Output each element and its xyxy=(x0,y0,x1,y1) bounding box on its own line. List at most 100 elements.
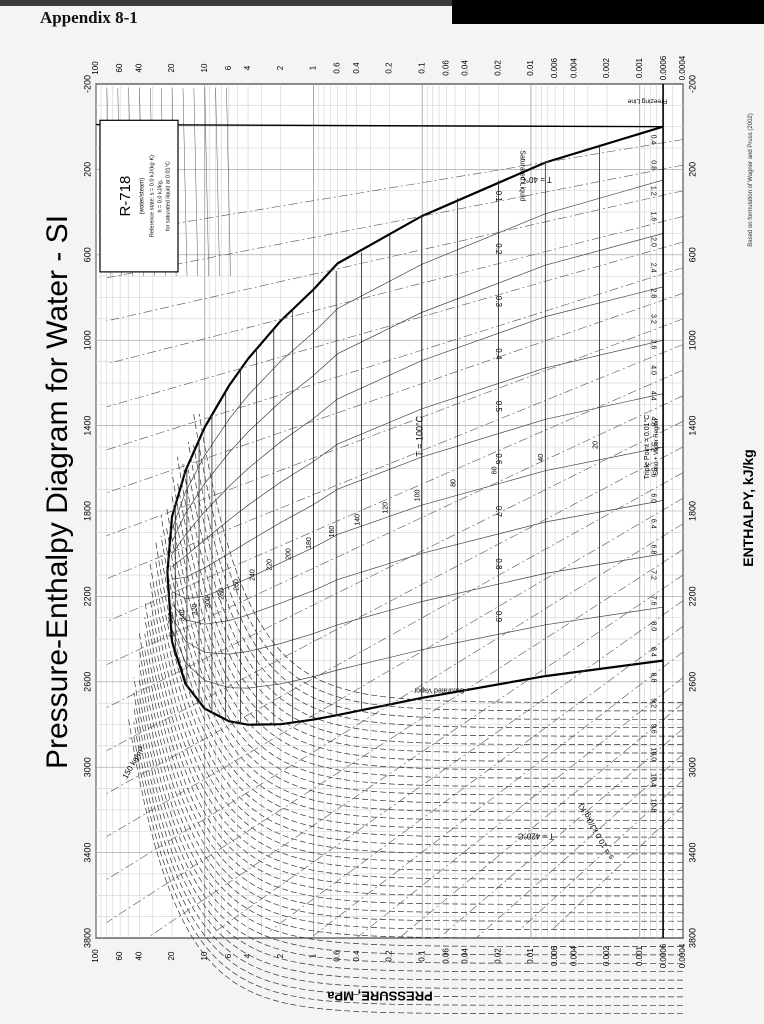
isotherm-vapor xyxy=(166,506,683,796)
y-tick-label-bottom: 20 xyxy=(167,951,176,960)
isotherm-label: 240 xyxy=(249,569,256,581)
isotherm-vapor xyxy=(138,679,683,956)
isentrope-label: 0.4 xyxy=(649,135,656,145)
isentrope-label: 8.4 xyxy=(649,647,656,657)
isentrope-label: 8.8 xyxy=(649,673,656,683)
isotherm-vapor xyxy=(193,413,683,712)
isotherm-vapor xyxy=(176,481,683,762)
isentrope-line xyxy=(215,600,684,932)
y-tick-label-bottom: 0.06 xyxy=(441,948,450,964)
isotherm-label: 60 xyxy=(491,466,498,474)
y-tick-label-bottom: 0.0004 xyxy=(678,943,687,968)
isentrope-line xyxy=(313,651,684,936)
saturated-vapor-label: Saturated Vapor xyxy=(413,686,464,693)
isentrope-label: 3.2 xyxy=(649,314,656,324)
isentrope-line xyxy=(106,344,684,579)
x-tick-label-left: 2200 xyxy=(82,586,92,606)
isentrope-line xyxy=(106,497,684,837)
isentrope-label: 2.0 xyxy=(649,237,656,247)
y-tick-label-top: 0.04 xyxy=(461,60,470,76)
isentrope-line xyxy=(106,318,684,536)
isotherm-vapor xyxy=(133,707,683,989)
y-tick-label-top: 0.002 xyxy=(602,57,611,78)
isentrope-line xyxy=(106,523,684,880)
isotherm-vapor xyxy=(187,441,683,729)
y-tick-label-bottom: 0.006 xyxy=(550,945,559,966)
y-tick-label-bottom: 0.01 xyxy=(526,948,535,964)
x-tick-label-left: 2600 xyxy=(82,672,92,692)
isotherm-label: 360 xyxy=(168,612,175,624)
isotherm-vapor xyxy=(133,721,683,998)
isotherm-vapor xyxy=(133,677,683,973)
isentrope-label: 7.6 xyxy=(649,596,656,606)
isentrope-line xyxy=(106,139,684,236)
isentrope-line xyxy=(106,421,684,708)
isotherm-label: 340 xyxy=(180,609,187,621)
isotherm-label: 280 xyxy=(219,588,226,600)
solid-vapor-label: Solid + Vapor Region xyxy=(654,419,660,475)
y-tick-label-bottom: 100 xyxy=(91,949,100,963)
x-tick-label-left: 3000 xyxy=(82,757,92,777)
isentrope-line xyxy=(106,446,684,751)
isotherm-vapor xyxy=(149,563,683,863)
isotherm-420-label: T = 420°C xyxy=(518,831,554,840)
isotherm-vapor xyxy=(160,515,683,813)
liquid-density-line xyxy=(193,88,199,277)
top-bar xyxy=(0,0,764,6)
isotherm-vapor xyxy=(138,648,683,939)
legend-subtitle: (water/steam) xyxy=(140,178,146,215)
y-tick-label-bottom: 0.1 xyxy=(417,950,426,962)
isentrope-label: 7.2 xyxy=(649,570,656,580)
isotherm-label: 20 xyxy=(592,441,599,449)
y-tick-label-top: 0.004 xyxy=(569,57,578,78)
x-tick-label-right: 1000 xyxy=(687,330,697,350)
y-tick-label-top: 40 xyxy=(134,63,143,72)
isentrope-line xyxy=(356,677,684,939)
isentrope-label: 9.2 xyxy=(649,698,656,708)
isentrope-label: 6.8 xyxy=(649,545,656,555)
x-tick-label-right: 2600 xyxy=(687,672,697,692)
isentrope-label: 5.6 xyxy=(649,468,656,478)
x-tick-label-right: 3400 xyxy=(687,843,697,863)
isentrope-label: 6.4 xyxy=(649,519,656,529)
y-tick-label-top: 0.2 xyxy=(385,62,394,74)
isotherm-label: 320 xyxy=(192,603,199,615)
isotherm-vapor xyxy=(176,456,683,754)
isotherm-100-label: T = 100°C xyxy=(414,415,424,456)
saturated-liquid-label: Saturated Liquid xyxy=(519,150,526,201)
quality-line xyxy=(171,606,663,689)
y-tick-label-bottom: 0.4 xyxy=(352,950,361,962)
isentrope-label: 9.6 xyxy=(649,724,656,734)
isotherm-vapor xyxy=(133,692,683,981)
isotherm-vapor xyxy=(182,464,683,745)
liquid-density-line xyxy=(182,88,188,277)
isentrope-line xyxy=(106,190,684,322)
y-tick-label-bottom: 1 xyxy=(309,953,318,958)
isentrope-label: 10.4 xyxy=(649,773,656,787)
isotherm-label: 180 xyxy=(306,537,313,549)
quality-line xyxy=(171,286,663,555)
isotherm-vapor xyxy=(149,581,683,872)
isotherm-vapor xyxy=(138,632,683,930)
legend-ref-line3: for saturated liquid at 0.01°C xyxy=(165,161,171,231)
y-tick-label-top: 0.02 xyxy=(493,60,502,76)
isotherm-vapor xyxy=(166,527,683,804)
isentrope-line xyxy=(106,241,684,408)
isentrope-label: 1.6 xyxy=(649,212,656,222)
isotherm-vapor xyxy=(198,413,683,703)
y-tick-label-bottom: 40 xyxy=(134,951,143,960)
y-tick-label-bottom: 4 xyxy=(243,953,252,958)
isotherm-vapor xyxy=(128,718,683,1015)
x-tick-label-right: 3800 xyxy=(687,928,697,948)
x-tick-label-right: 600 xyxy=(687,247,697,262)
liquid-density-line xyxy=(204,88,209,277)
isentrope-label: 0.8 xyxy=(649,160,656,170)
isentrope-line xyxy=(106,395,684,665)
x-tick-label-left: 1800 xyxy=(82,501,92,521)
y-tick-label-bottom: 0.0006 xyxy=(659,943,668,968)
x-tick-label-right: 1800 xyxy=(687,501,697,521)
quality-line xyxy=(171,393,663,580)
x-tick-label-right: 1400 xyxy=(687,416,697,436)
redaction-block xyxy=(452,0,764,24)
y-tick-label-top: 0.4 xyxy=(352,62,361,74)
